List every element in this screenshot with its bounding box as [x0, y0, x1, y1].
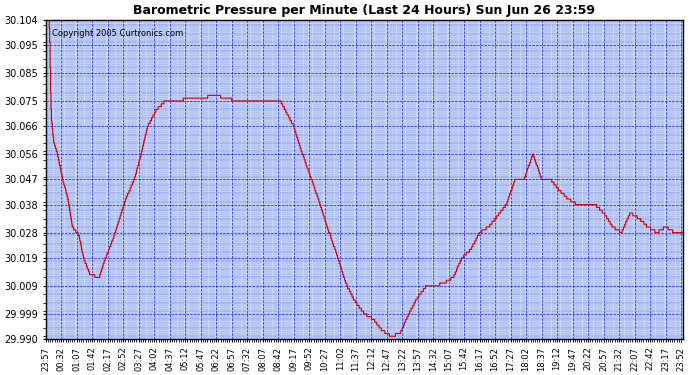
Title: Barometric Pressure per Minute (Last 24 Hours) Sun Jun 26 23:59: Barometric Pressure per Minute (Last 24 … — [133, 4, 595, 17]
Text: Copyright 2005 Curtronics.com: Copyright 2005 Curtronics.com — [52, 29, 184, 38]
